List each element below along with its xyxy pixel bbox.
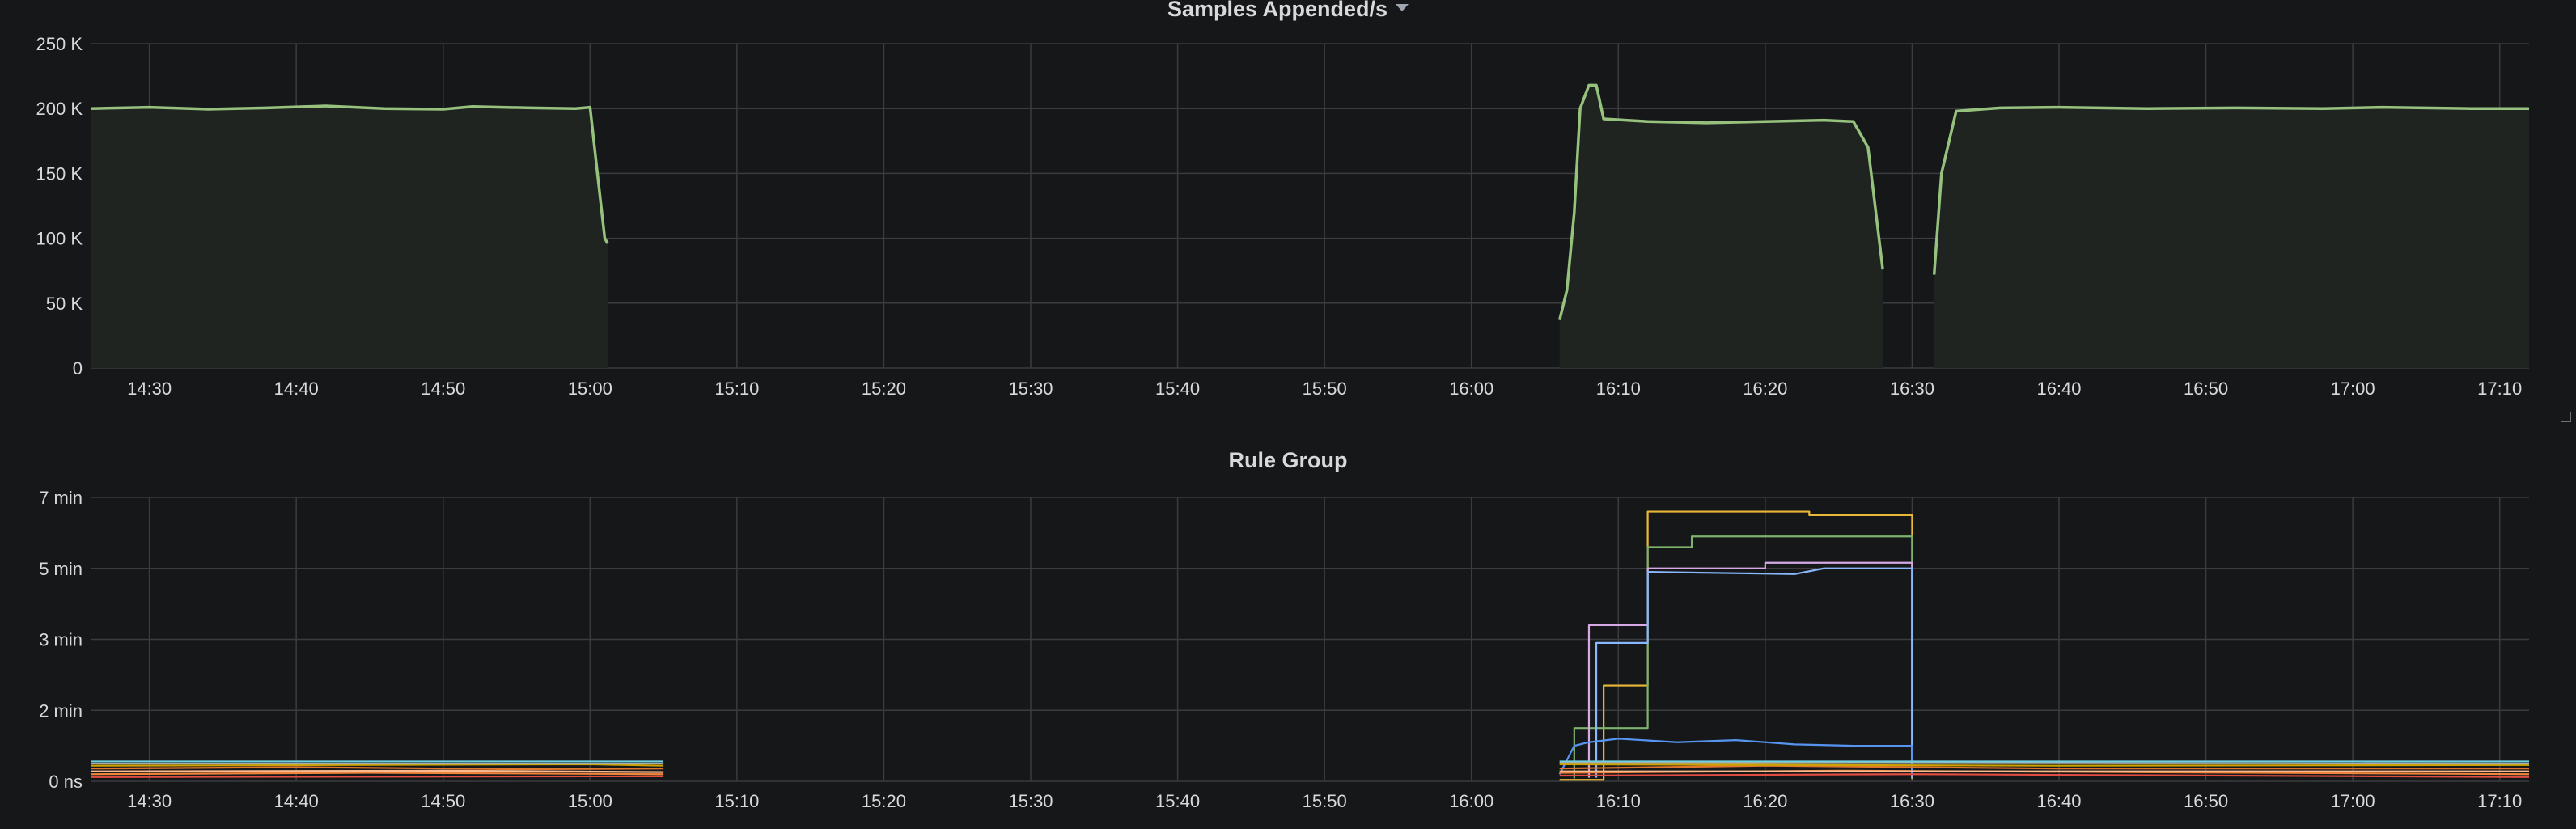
resize-handle-icon[interactable] [2561, 412, 2571, 422]
panel-title-text: Samples Appended/s [1167, 0, 1388, 21]
series-line[interactable] [1559, 763, 2530, 767]
x-tick-label: 16:50 [2184, 791, 2228, 811]
x-tick-label: 16:40 [2036, 791, 2081, 811]
panel-title[interactable]: Rule Group [0, 448, 2576, 473]
x-tick-label: 16:10 [1596, 379, 1641, 399]
series-line[interactable] [1932, 105, 2529, 275]
series-area [1934, 107, 2529, 368]
samples-appended-panel: Samples Appended/s 0 50 K 100 K 150 K 200 K 2… [0, 0, 2576, 422]
series-line[interactable] [1573, 535, 1913, 779]
series-line[interactable] [90, 104, 609, 244]
x-tick-label: 16:30 [1890, 379, 1934, 399]
series-area [91, 105, 608, 368]
x-tick-label: 15:50 [1303, 379, 1347, 399]
series-line[interactable] [1558, 738, 1913, 775]
y-tick-label: 5 min [39, 559, 83, 579]
x-tick-label: 14:50 [421, 379, 465, 399]
x-tick-label: 14:50 [421, 791, 465, 811]
y-tick-label: 2 min [39, 700, 83, 721]
x-tick-label: 15:30 [1008, 791, 1053, 811]
panel-title[interactable]: Samples Appended/s [0, 0, 2576, 22]
y-tick-label: 250 K [36, 34, 83, 54]
y-tick-label: 150 K [36, 163, 83, 184]
x-tick-label: 15:30 [1008, 379, 1053, 399]
x-tick-label: 17:00 [2331, 379, 2375, 399]
x-tick-label: 15:00 [568, 791, 612, 811]
x-tick-label: 15:40 [1155, 791, 1200, 811]
x-tick-label: 14:30 [127, 379, 172, 399]
x-tick-label: 17:10 [2477, 791, 2522, 811]
y-tick-label: 3 min [39, 630, 83, 650]
x-tick-label: 16:00 [1449, 379, 1493, 399]
x-tick-label: 14:30 [127, 791, 172, 811]
x-tick-label: 16:20 [1743, 791, 1787, 811]
y-tick-label: 200 K [36, 99, 83, 119]
x-tick-label: 17:00 [2331, 791, 2375, 811]
x-tick-label: 16:00 [1449, 791, 1493, 811]
chevron-down-icon[interactable] [1396, 4, 1409, 12]
series-line[interactable] [90, 763, 664, 767]
y-tick-label: 100 K [36, 229, 83, 249]
samples-appended-chart: 0 50 K 100 K 150 K 200 K 250 K 14:30 14:40 14:50… [36, 34, 2529, 399]
y-tick-label: 50 K [46, 294, 83, 314]
x-tick-label: 17:10 [2477, 379, 2522, 399]
x-tick-label: 14:40 [274, 379, 319, 399]
series-line[interactable] [1559, 773, 2530, 778]
x-tick-label: 16:30 [1890, 791, 1934, 811]
x-tick-label: 16:10 [1596, 791, 1641, 811]
x-tick-label: 15:00 [568, 379, 612, 399]
x-tick-label: 15:50 [1303, 791, 1347, 811]
x-tick-label: 14:40 [274, 791, 319, 811]
x-tick-label: 15:10 [714, 791, 759, 811]
series-line[interactable] [90, 766, 664, 771]
x-tick-label: 16:20 [1743, 379, 1787, 399]
x-tick-label: 15:20 [862, 791, 906, 811]
series-line[interactable] [1557, 83, 1884, 321]
series-line[interactable] [1595, 567, 1913, 778]
panel-title-text: Rule Group [1228, 448, 1348, 472]
x-tick-label: 15:40 [1155, 379, 1200, 399]
y-tick-label: 0 [73, 358, 83, 379]
x-tick-label: 16:50 [2184, 379, 2228, 399]
series-area [1559, 85, 1883, 368]
rule-group-panel: Rule Group 0 ns 2 min 3 min 5 min 7 min 14:30… [0, 437, 2576, 825]
series-line[interactable] [1587, 561, 1913, 778]
series-line[interactable] [90, 772, 664, 776]
series-line[interactable] [1559, 764, 2529, 770]
x-tick-label: 16:40 [2036, 379, 2081, 399]
y-tick-label: 0 ns [49, 772, 83, 792]
rule-group-chart: 0 ns 2 min 3 min 5 min 7 min 14:30 14:40 14:50 1… [39, 488, 2530, 811]
x-tick-label: 15:10 [714, 379, 759, 399]
series-line[interactable] [90, 775, 664, 778]
y-tick-label: 7 min [39, 488, 83, 508]
x-tick-label: 15:20 [862, 379, 906, 399]
series-line[interactable] [90, 769, 664, 773]
